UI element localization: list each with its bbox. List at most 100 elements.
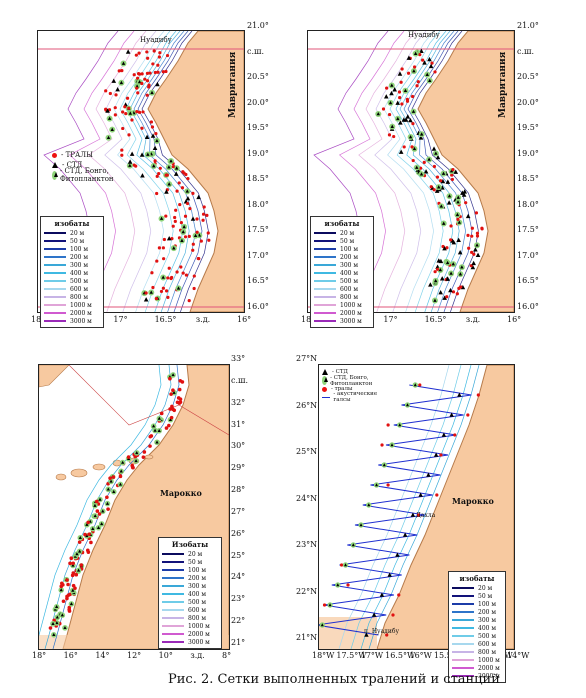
latitude-tick-label: с.ш. <box>517 46 535 56</box>
isobath-label: 3000 м <box>188 638 210 646</box>
latitude-tick-label: 18.5° <box>517 174 539 184</box>
trawl-station-marker <box>108 476 112 480</box>
isobath-legend-row: 2000 м <box>44 309 100 317</box>
trawl-station-marker <box>185 201 190 206</box>
trawl-station-marker <box>456 217 460 221</box>
trawl-station-marker <box>87 532 91 537</box>
ctd-bongo-station-marker-triangle <box>167 182 171 186</box>
trawl-station-marker <box>162 237 166 242</box>
isobath-label: 50 м <box>188 558 203 566</box>
ctd-bongo-station-marker-triangle <box>59 588 63 592</box>
longitude-tick-label: з.д. <box>190 651 205 660</box>
ctd-bongo-station-marker-triangle <box>457 220 462 224</box>
ctd-bongo-station-marker-triangle <box>425 72 429 76</box>
trawl-station-marker <box>167 423 171 428</box>
trawl-station-marker <box>177 387 182 392</box>
trawl-station-marker <box>123 105 127 109</box>
latitude-tick-label: 23°N <box>296 540 318 549</box>
isobath-swatch <box>162 641 184 643</box>
ctd-bongo-station-marker-triangle <box>137 79 142 84</box>
latitude-tick-label: 21.0° <box>517 21 539 30</box>
ctd-station-marker <box>445 276 451 281</box>
latitude-tick-label: 16.0° <box>247 302 269 311</box>
trawl-station-marker <box>171 388 175 393</box>
trawl-station-marker <box>137 110 142 114</box>
ctd-bongo-station-marker-triangle <box>152 164 156 168</box>
trawl-station-marker <box>450 177 455 182</box>
ctd-station-marker <box>150 133 156 138</box>
trawl-station-marker <box>142 450 147 454</box>
trawl-station-marker <box>83 532 87 537</box>
isobath-swatch <box>452 635 474 637</box>
ctd-station-marker <box>166 235 172 241</box>
ctd-bongo-station-marker-triangle <box>161 275 165 279</box>
trawl-station-marker <box>61 599 66 604</box>
ctd-station-marker <box>475 252 481 257</box>
isobath-swatch <box>44 264 66 266</box>
ctd-bongo-station-marker-triangle <box>367 503 371 507</box>
trawl-station-marker <box>412 65 417 69</box>
ctd-bongo-station-marker-triangle <box>449 169 454 173</box>
ctd-bongo-station-marker-triangle <box>359 523 363 527</box>
latitude-tick-label: 33° <box>231 354 246 363</box>
isobath-swatch <box>44 248 66 250</box>
ctd-station-marker <box>471 260 476 266</box>
latitude-tick-label: 17.0° <box>247 250 269 260</box>
ctd-bongo-station-marker-triangle <box>182 224 186 229</box>
isobath-legend-row: 600 м <box>162 606 218 614</box>
ctd-station-marker <box>440 178 446 184</box>
isobath-swatch <box>452 619 474 621</box>
latitude-tick-label: с.ш. <box>231 375 249 385</box>
ctd-station-marker <box>434 188 440 193</box>
trawl-station-marker <box>157 55 161 59</box>
isobath-line <box>137 31 203 312</box>
trawl-station-marker <box>164 69 168 74</box>
latitude-tick-label: 18.5° <box>247 174 269 184</box>
isobath-label: 300 м <box>340 261 359 269</box>
ctd-station-marker <box>129 151 135 156</box>
latitude-tick-label: 21°N <box>296 633 318 642</box>
land-mauritania <box>417 31 514 312</box>
isobath-label: 500 м <box>478 632 497 640</box>
longitude-tick-label: 17° <box>383 315 398 324</box>
ctd-bongo-station-marker-triangle <box>428 78 432 82</box>
ctd-bongo-station-marker-triangle <box>451 262 455 266</box>
isobath-legend-row: 400 м <box>452 624 502 632</box>
acoustic-track-icon <box>322 396 331 398</box>
ctd-station-marker <box>397 71 403 76</box>
ctd-bongo-station-marker-triangle <box>433 278 438 283</box>
ctd-bongo-station-marker-triangle <box>174 166 179 170</box>
ctd-station-marker <box>190 216 196 221</box>
trawl-station-marker <box>400 67 404 71</box>
trawl-station-marker <box>153 159 157 163</box>
ctd-bongo-station-marker-triangle <box>98 497 102 501</box>
trawl-station-marker <box>158 51 162 55</box>
trawl-marker-icon <box>322 386 327 392</box>
ctd-station-marker <box>115 87 120 92</box>
isobath-legend-row: 100 м <box>314 245 370 253</box>
trawl-station-marker <box>74 572 79 577</box>
trawl-station-marker <box>161 286 165 290</box>
land-madeira <box>39 365 70 388</box>
trawl-station-marker <box>199 239 203 243</box>
isobath-legend-row: 3000 м <box>314 317 370 325</box>
isobath-swatch <box>162 553 184 555</box>
ctd-station-marker <box>125 49 131 54</box>
isobath-swatch <box>44 312 66 314</box>
trawl-station-marker <box>140 81 144 86</box>
isobath-line <box>104 31 157 312</box>
isobath-swatch <box>314 232 336 234</box>
isobath-legend-row: 500 м <box>162 598 218 606</box>
ctd-bongo-station-marker-triangle <box>320 623 324 627</box>
trawl-station-marker <box>162 257 166 261</box>
ctd-bongo-station-marker-triangle <box>153 428 157 432</box>
isobath-line <box>399 31 460 312</box>
trawl-station-marker <box>137 72 142 76</box>
trawl-station-marker <box>179 265 183 269</box>
trawl-station-marker <box>464 201 468 205</box>
trawl-station-marker <box>164 289 169 293</box>
isobath-label: 100 м <box>340 245 359 253</box>
trawl-station-marker <box>104 89 108 93</box>
ctd-station-marker <box>402 532 408 537</box>
trawl-station-marker <box>206 231 210 235</box>
